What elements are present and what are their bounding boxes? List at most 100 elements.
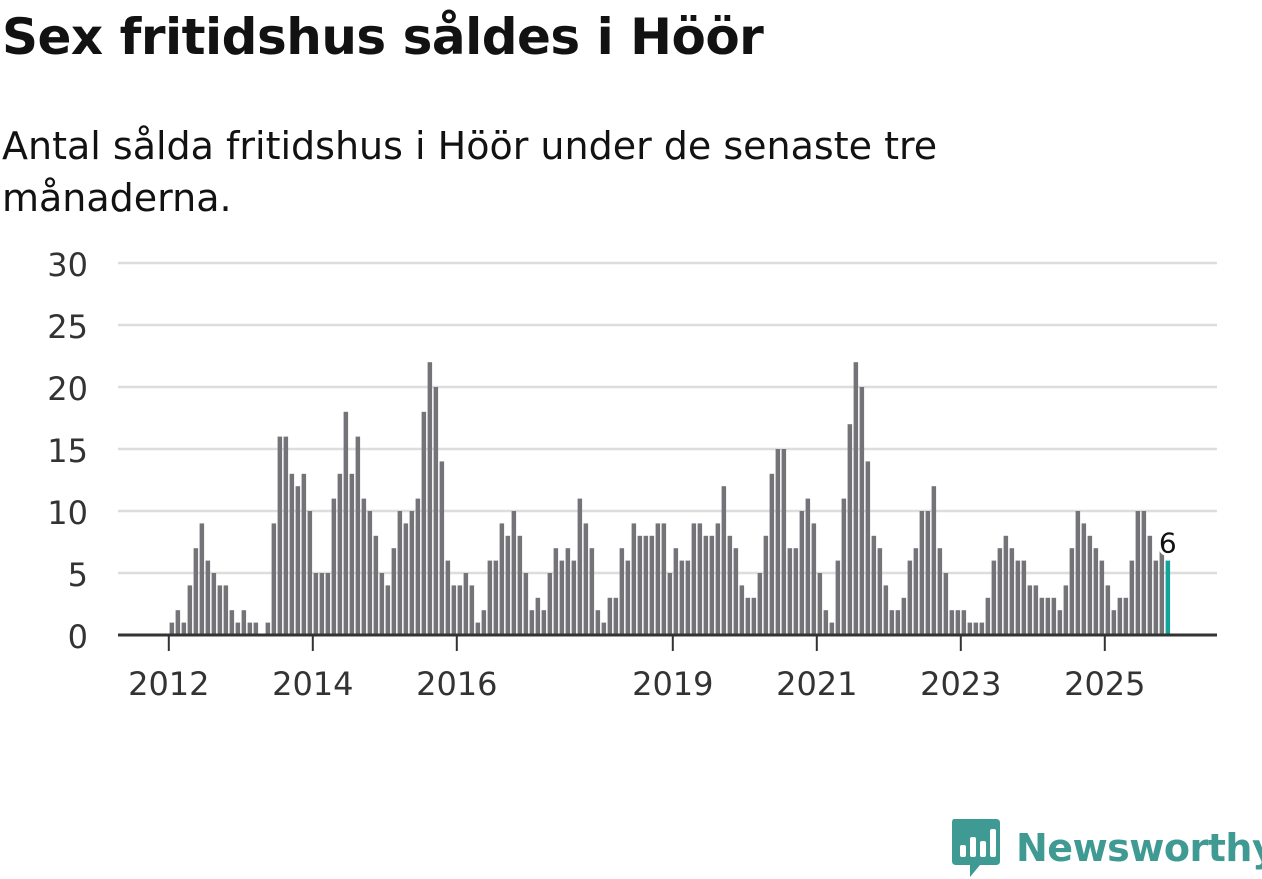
bar [349,473,355,635]
bar [511,511,517,635]
bar [625,560,631,635]
y-axis-ticks: 0 5 10 15 20 25 30 [47,246,88,656]
bar [505,535,511,635]
bar [355,436,361,635]
bar [463,573,469,635]
bar [943,573,949,635]
bar [169,622,175,635]
bar [973,622,979,635]
bar [727,535,733,635]
y-tick-label: 0 [68,618,88,656]
bar [775,449,781,635]
bar [445,560,451,635]
bar [1045,597,1051,635]
bar [427,362,433,635]
bar [961,610,967,635]
bar [631,523,637,635]
y-tick-label: 5 [68,556,88,594]
newsworthy-logo: Newsworthy [950,818,1262,878]
bar [883,585,889,635]
bar [571,560,577,635]
bar [1105,585,1111,635]
bar [1081,523,1087,635]
bar [439,461,445,635]
bar [385,585,391,635]
bar [643,535,649,635]
bar [433,387,439,635]
bar [751,597,757,635]
x-tick-label: 2025 [1064,665,1145,703]
bar [1075,511,1081,635]
bar [613,597,619,635]
bar [715,523,721,635]
bar [817,573,823,635]
bar [451,585,457,635]
bar [247,622,253,635]
bar [877,548,883,635]
bar [517,535,523,635]
grid-lines [118,261,1217,575]
bar [799,511,805,635]
bar [361,498,367,635]
bar [583,523,589,635]
bar [559,560,565,635]
bar [955,610,961,635]
bar [193,548,199,635]
bar [1099,560,1105,635]
bars [169,362,1171,635]
bar [865,461,871,635]
bar [1129,560,1135,635]
bar [859,387,865,635]
bar [1069,548,1075,635]
bar [679,560,685,635]
bar [619,548,625,635]
bar [535,597,541,635]
bar [889,610,895,635]
bar [1051,597,1057,635]
bar [685,560,691,635]
bar [301,473,307,635]
bar [577,498,583,635]
bar [661,523,667,635]
bar [1003,535,1009,635]
bar [409,511,415,635]
bar [997,548,1003,635]
bar [289,473,295,635]
y-tick-label: 15 [47,432,88,470]
chart-subtitle: Antal sålda fritidshus i Höör under de s… [2,124,938,220]
bar [277,436,283,635]
bar [1087,535,1093,635]
bar [403,523,409,635]
bar [1093,548,1099,635]
bar [1111,610,1117,635]
data-labels: 6 [1156,524,1180,563]
bar [589,548,595,635]
x-tick-label: 2021 [776,665,857,703]
bar [481,610,487,635]
bar [187,585,193,635]
bar [529,610,535,635]
bar [781,449,787,635]
x-axis-ticks: 2012 2014 2016 2019 2021 2023 2025 [128,635,1146,703]
bar [493,560,499,635]
bar [1015,560,1021,635]
bar [523,573,529,635]
bar [793,548,799,635]
bar [499,523,505,635]
bar [337,473,343,635]
bar [673,548,679,635]
bar [745,597,751,635]
y-tick-label: 30 [47,246,88,284]
bar [1147,535,1153,635]
bar [175,610,181,635]
bar [871,535,877,635]
bar [847,424,853,635]
bar [811,523,817,635]
newsworthy-logo-icon [952,819,1000,877]
bar [319,573,325,635]
bar [181,622,187,635]
bar [1117,597,1123,635]
x-tick-label: 2016 [416,665,497,703]
bar [655,523,661,635]
